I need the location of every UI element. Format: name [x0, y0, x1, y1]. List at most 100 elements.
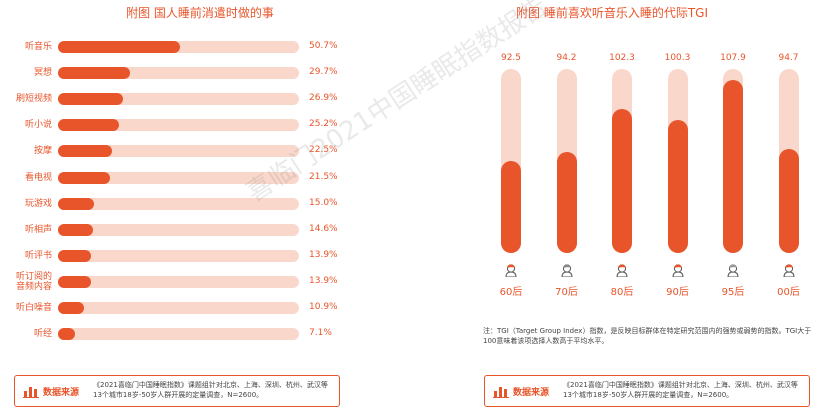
value-label: 22.5%	[309, 145, 338, 156]
value-label: 29.7%	[309, 67, 338, 78]
value-label: 94.7	[778, 53, 799, 63]
bar-track	[58, 67, 299, 80]
category-label: 听评书	[4, 251, 52, 261]
category-label: 听相声	[4, 225, 52, 235]
category-label-line: 听小说	[24, 120, 52, 131]
category-label: 60后	[499, 287, 523, 298]
bar-track	[556, 69, 577, 253]
bar	[58, 171, 110, 184]
category-label: 听小说	[4, 120, 52, 130]
bar-track	[667, 69, 688, 253]
value-label: 107.9	[720, 53, 746, 63]
bar	[58, 93, 123, 106]
value-label: 92.5	[500, 53, 522, 63]
bar-track	[723, 69, 743, 253]
value-label: 25.2%	[309, 119, 338, 130]
bar-track	[58, 223, 299, 236]
bar	[612, 109, 632, 253]
category-label-line: 玩游戏	[24, 198, 52, 209]
bar-track	[58, 328, 299, 341]
bar-chart-icon	[493, 387, 509, 398]
bar-track	[58, 275, 299, 288]
bar-track	[612, 69, 632, 253]
category-label-line: 看电视	[24, 172, 52, 183]
value-label: 26.9%	[309, 93, 338, 104]
value-label: 15.0%	[309, 197, 338, 208]
value-label: 7.1%	[309, 328, 332, 339]
data-source-label: 数据来源	[513, 388, 550, 398]
left-chart-title: 附图 国人睡前消遣时做的事	[126, 6, 274, 20]
bar	[58, 328, 76, 341]
bar-track	[58, 145, 299, 158]
right-chart-title: 附图 睡前喜欢听音乐入睡的代际TGI	[516, 6, 708, 20]
data-source-box-left: 数据来源 《2021喜临门中国睡眠指数》课题组针对北京、上海、深圳、杭州、武汉等…	[14, 375, 340, 407]
bar	[58, 249, 92, 262]
value-label: 14.6%	[309, 223, 338, 234]
category-label: 听订阅的 音频内容	[4, 272, 52, 292]
person-95s-icon	[727, 264, 739, 277]
category-label: 00后	[777, 287, 800, 298]
person-90s-icon	[671, 264, 684, 277]
category-label-line: 刷短视频	[15, 94, 52, 105]
category-label-line: 听音乐	[24, 42, 52, 52]
bar-chart-icon	[23, 387, 39, 398]
category-label: 听经	[4, 329, 52, 339]
tgi-note: 注：TGI（Target Group Index）指数，是反映目标群体在特定研究…	[483, 327, 812, 345]
bar	[58, 197, 95, 210]
category-label: 90后	[666, 287, 689, 298]
data-source-text: 《2021喜临门中国睡眠指数》课题组针对北京、上海、深圳、杭州、武汉等13个城市…	[563, 381, 798, 399]
bar	[723, 80, 743, 253]
category-label-line: 听经	[33, 329, 52, 340]
category-label-line: 听评书	[24, 250, 52, 261]
category-label-line: 冥想	[33, 68, 52, 79]
bar	[778, 149, 799, 253]
bar-track	[58, 249, 299, 262]
bar	[667, 120, 688, 253]
category-label: 看电视	[4, 173, 52, 183]
value-label: 13.9%	[309, 249, 338, 260]
data-source-box-right: 数据来源 《2021喜临门中国睡眠指数》课题组针对北京、上海、深圳、杭州、武汉等…	[484, 375, 810, 407]
bar-track	[778, 69, 799, 253]
category-label: 听白噪音	[4, 303, 52, 313]
value-label: 13.9%	[309, 275, 338, 286]
category-label-line: 听白噪音	[15, 303, 52, 313]
person-00s-icon	[782, 264, 795, 277]
category-label: 刷短视频	[4, 94, 52, 104]
value-label: 21.5%	[309, 171, 338, 182]
bar	[501, 161, 521, 253]
bar-track	[58, 302, 299, 314]
category-label-line: 听相声	[24, 224, 52, 235]
bar-track	[58, 197, 299, 210]
category-label-line: 音频内容	[15, 281, 52, 292]
category-label: 70后	[555, 287, 578, 298]
category-label-line: 听订阅的	[15, 271, 52, 282]
category-label-line: 按摩	[33, 146, 52, 157]
bar	[58, 41, 181, 53]
value-label: 100.3	[664, 53, 691, 63]
person-70s-icon	[560, 264, 573, 277]
value-label: 50.7%	[309, 41, 338, 51]
bar	[58, 119, 119, 132]
category-label: 冥想	[4, 68, 52, 78]
bar	[556, 152, 577, 253]
value-label: 102.3	[609, 53, 635, 63]
person-80s-icon	[616, 264, 628, 277]
category-label: 按摩	[4, 146, 52, 156]
category-label: 80后	[610, 287, 634, 298]
data-source-label: 数据来源	[43, 388, 80, 398]
data-source-text: 《2021喜临门中国睡眠指数》课题组针对北京、上海、深圳、杭州、武汉等13个城市…	[93, 381, 328, 399]
bar-track	[58, 171, 299, 184]
category-label: 听音乐	[4, 42, 52, 52]
bar-track	[58, 119, 299, 132]
value-label: 10.9%	[309, 302, 338, 312]
bar	[58, 275, 92, 288]
category-label: 玩游戏	[4, 199, 52, 209]
category-label: 95后	[721, 287, 745, 298]
person-60s-icon	[505, 264, 517, 277]
bar	[58, 67, 130, 80]
bar	[58, 145, 113, 158]
bar-track	[58, 41, 299, 53]
bar	[58, 223, 94, 236]
bar-track	[58, 93, 299, 106]
bar	[58, 302, 85, 314]
